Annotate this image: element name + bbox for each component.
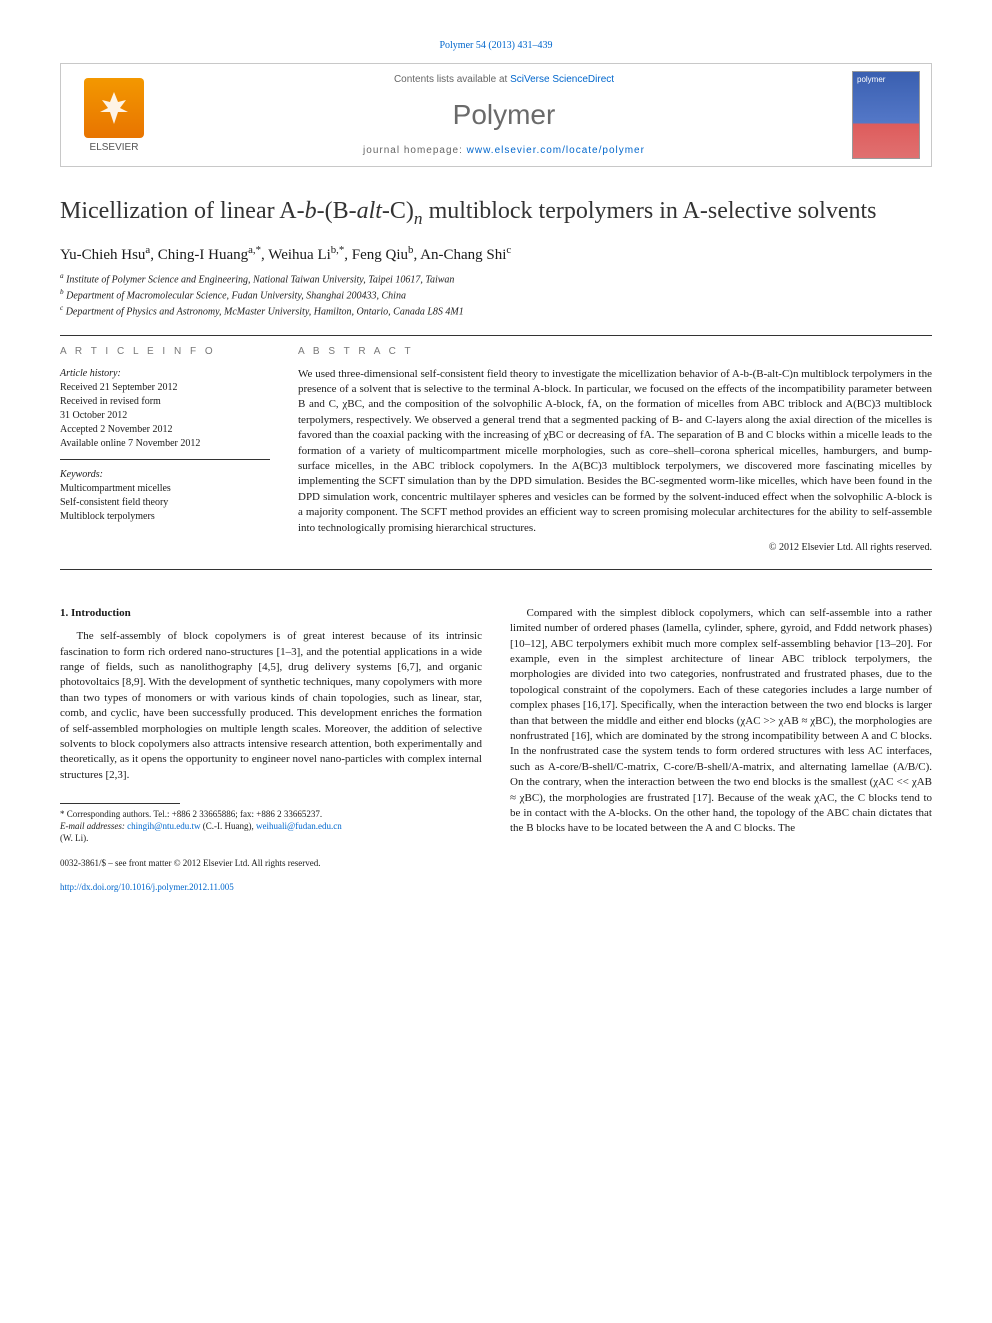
doi-link[interactable]: http://dx.doi.org/10.1016/j.polymer.2012… <box>60 882 234 892</box>
journal-cover-icon <box>852 71 920 159</box>
homepage-link[interactable]: www.elsevier.com/locate/polymer <box>467 145 645 156</box>
copyright: © 2012 Elsevier Ltd. All rights reserved… <box>298 542 932 553</box>
cover-thumbnail <box>841 64 931 166</box>
affiliation-a: a Institute of Polymer Science and Engin… <box>60 272 932 287</box>
article-title: Micellization of linear A-b-(B-alt-C)n m… <box>60 195 932 230</box>
article-info-column: A R T I C L E I N F O Article history: R… <box>60 346 270 553</box>
body-column-right: Compared with the simplest diblock copol… <box>510 606 932 894</box>
divider <box>60 335 932 336</box>
affiliation-b: b Department of Macromolecular Science, … <box>60 288 932 303</box>
keywords: Keywords: Multicompartment micelles Self… <box>60 468 270 524</box>
journal-header: ELSEVIER Contents lists available at Sci… <box>60 63 932 167</box>
abstract-column: A B S T R A C T We used three-dimensiona… <box>298 346 932 553</box>
divider <box>60 569 932 570</box>
email-link-2[interactable]: weihuali@fudan.edu.cn <box>256 821 342 831</box>
publisher-name: ELSEVIER <box>90 142 139 153</box>
publisher-logo: ELSEVIER <box>61 64 167 166</box>
issn-line: 0032-3861/$ – see front matter © 2012 El… <box>60 857 482 870</box>
sciencedirect-link[interactable]: SciVerse ScienceDirect <box>510 74 614 85</box>
section-1-heading: 1. Introduction <box>60 606 482 621</box>
journal-homepage: journal homepage: www.elsevier.com/locat… <box>177 145 831 156</box>
body-column-left: 1. Introduction The self-assembly of blo… <box>60 606 482 894</box>
abstract-heading: A B S T R A C T <box>298 346 932 357</box>
intro-paragraph-1: The self-assembly of block copolymers is… <box>60 629 482 783</box>
article-info-heading: A R T I C L E I N F O <box>60 346 270 357</box>
citation: Polymer 54 (2013) 431–439 <box>60 40 932 51</box>
email-link-1[interactable]: chingih@ntu.edu.tw <box>127 821 200 831</box>
footnote-separator <box>60 803 180 804</box>
abstract-text: We used three-dimensional self-consisten… <box>298 367 932 536</box>
contents-available: Contents lists available at SciVerse Sci… <box>177 74 831 85</box>
author-list: Yu-Chieh Hsua, Ching-I Huanga,*, Weihua … <box>60 244 932 264</box>
intro-paragraph-2: Compared with the simplest diblock copol… <box>510 606 932 837</box>
elsevier-tree-icon <box>84 78 144 138</box>
corresponding-footnote: * Corresponding authors. Tel.: +886 2 33… <box>60 808 482 844</box>
article-history: Article history: Received 21 September 2… <box>60 367 270 460</box>
affiliation-c: c Department of Physics and Astronomy, M… <box>60 304 932 319</box>
doi-line: http://dx.doi.org/10.1016/j.polymer.2012… <box>60 881 482 894</box>
journal-title: Polymer <box>177 99 831 131</box>
